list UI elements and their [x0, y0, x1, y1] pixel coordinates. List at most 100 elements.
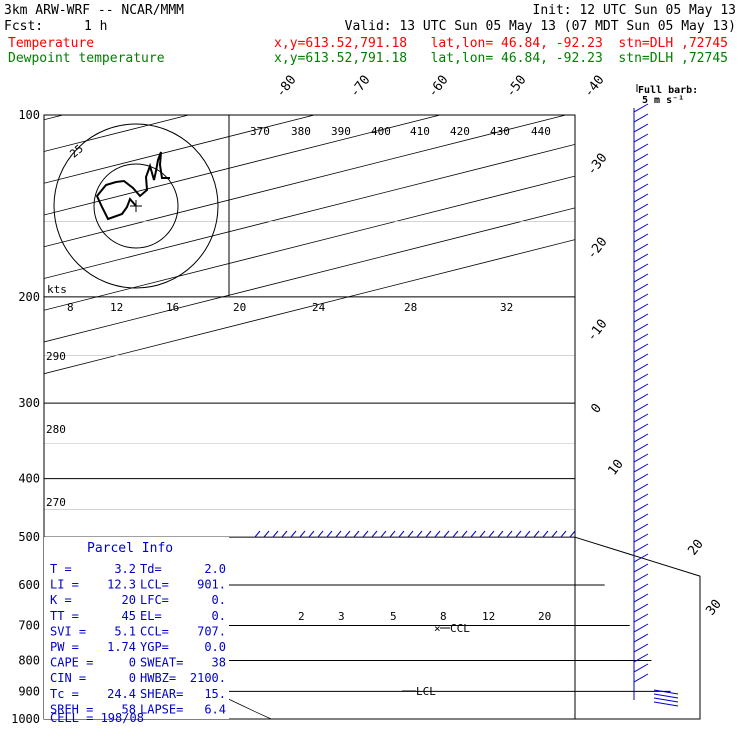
- theta-label: 390: [331, 125, 351, 138]
- parcel-row-label: CAPE =: [50, 656, 93, 670]
- wind-barb-column: [254, 103, 679, 707]
- wind-barb-flag: [533, 530, 540, 538]
- wind-barb: [633, 233, 649, 243]
- isotherm-label: -10: [584, 317, 610, 345]
- pressure-label: 400: [18, 472, 40, 486]
- pressure-label: 700: [18, 618, 40, 632]
- isotherm-line: [44, 207, 575, 343]
- pressure-label: 1000: [11, 712, 40, 726]
- parcel-row-value2: 0.: [212, 609, 226, 623]
- wind-barb: [653, 693, 679, 699]
- wind-barb-flag: [344, 530, 351, 538]
- wind-barb-flag: [398, 530, 405, 538]
- wind-barb: [633, 183, 649, 193]
- wind-barb: [633, 523, 649, 533]
- parcel-row-value2: 2.0: [204, 562, 226, 576]
- mixing-ratio-label: 3: [338, 610, 345, 623]
- model-title: 3km ARW-WRF -- NCAR/MMM: [4, 3, 184, 18]
- parcel-row-value2: 2100.: [190, 671, 226, 685]
- wind-barb-flag: [290, 530, 297, 538]
- wind-barb: [633, 123, 649, 133]
- wind-barb-flag: [353, 530, 360, 538]
- temperature-location: x,y=613.52,791.18 lat,lon= 46.84, -92.23…: [274, 36, 728, 51]
- pressure-label: 500: [18, 530, 40, 544]
- wind-barb-flag: [281, 530, 288, 538]
- isotherm-label: -80: [273, 73, 299, 101]
- parcel-row-value: 1.74: [107, 640, 136, 654]
- parcel-row-value2: 0.: [212, 593, 226, 607]
- parcel-row-label: CIN =: [50, 671, 86, 685]
- parcel-row-value: 0: [129, 656, 136, 670]
- parcel-row-label: SVI =: [50, 624, 86, 638]
- wind-barb-flag: [470, 530, 477, 538]
- wind-barb: [633, 433, 649, 443]
- wind-barb: [633, 343, 649, 353]
- parcel-cell: CELL = 198/08: [50, 711, 144, 725]
- wind-barb: [633, 143, 649, 153]
- mixing-ratio-labels: 2 3 5 8 12 20: [298, 610, 551, 623]
- barb-legend-line1: Full barb:: [638, 85, 698, 96]
- parcel-row-value: 5.1: [114, 624, 136, 638]
- pressure-label: 800: [18, 653, 40, 667]
- wind-barb: [633, 443, 649, 453]
- wind-barb: [633, 133, 649, 143]
- wind-speed-label: 8: [67, 301, 74, 314]
- lcl-marker: LCL: [402, 685, 436, 698]
- pressure-label: 200: [18, 290, 40, 304]
- wind-barb-flag: [299, 530, 306, 538]
- wind-barb: [633, 273, 649, 283]
- wind-barb: [633, 453, 649, 463]
- parcel-row-label2: CCL=: [140, 624, 169, 638]
- wind-barb-flag: [434, 530, 441, 538]
- wind-barb-flag: [542, 530, 549, 538]
- wind-barb-flag: [317, 530, 324, 538]
- mixing-ratio-label: 5: [390, 610, 397, 623]
- pressure-axis-labels: 100 200 300 400 500 600 700 800 900 1000: [11, 108, 40, 726]
- isotherm-line: [44, 175, 575, 311]
- wind-barb: [633, 163, 649, 173]
- wind-speed-label: kts: [47, 283, 67, 296]
- wind-barb: [633, 333, 649, 343]
- isotherm-line: [44, 115, 566, 248]
- wind-barb-flag: [479, 530, 486, 538]
- wind-barb-flag: [335, 530, 342, 538]
- parcel-row-value2: 0.0: [204, 640, 226, 654]
- parcel-row-value: 3.2: [114, 562, 136, 576]
- isotherm-label: -40: [581, 73, 607, 101]
- wind-barb-flag: [506, 530, 513, 538]
- parcel-row-value2: 6.4: [204, 702, 226, 716]
- wind-barb: [633, 253, 649, 263]
- theta-label: 400: [371, 125, 391, 138]
- isotherm-label: -30: [584, 151, 610, 179]
- valid-time: Valid: 13 UTC Sun 05 May 13 (07 MDT Sun …: [345, 19, 736, 34]
- wind-barb-flag: [569, 530, 576, 538]
- dewpoint-legend: Dewpoint temperature: [8, 51, 165, 66]
- wind-barb: [633, 403, 649, 413]
- wind-barb: [633, 643, 649, 653]
- wind-barb-flag: [362, 530, 369, 538]
- parcel-row-label2: LAPSE=: [140, 702, 183, 716]
- wind-speed-label: 20: [233, 301, 246, 314]
- parcel-row-label2: LCL=: [140, 578, 169, 592]
- parcel-info-panel: Parcel Info T = 3.2 Td= 2.0 LI = 12.3 LCL= 901.…: [44, 537, 229, 725]
- wind-barb: [633, 513, 649, 523]
- forecast-label: Fcst:: [4, 19, 43, 34]
- wind-barb: [633, 243, 649, 253]
- wind-barb: [633, 383, 649, 393]
- parcel-row-label2: Td=: [140, 562, 162, 576]
- wind-barb-flag: [389, 530, 396, 538]
- wind-barb: [633, 353, 649, 363]
- wind-barb: [633, 593, 649, 603]
- wind-barb-flag: [488, 530, 495, 538]
- parcel-row-label2: YGP=: [140, 640, 169, 654]
- wind-barb: [633, 473, 649, 483]
- wind-speed-label: 24: [312, 301, 326, 314]
- wind-barb: [633, 573, 649, 583]
- wind-barb: [633, 503, 649, 513]
- wind-barb: [633, 663, 649, 673]
- isotherm-label: -20: [584, 235, 610, 263]
- wind-barb: [633, 533, 649, 543]
- wind-barb: [633, 223, 649, 233]
